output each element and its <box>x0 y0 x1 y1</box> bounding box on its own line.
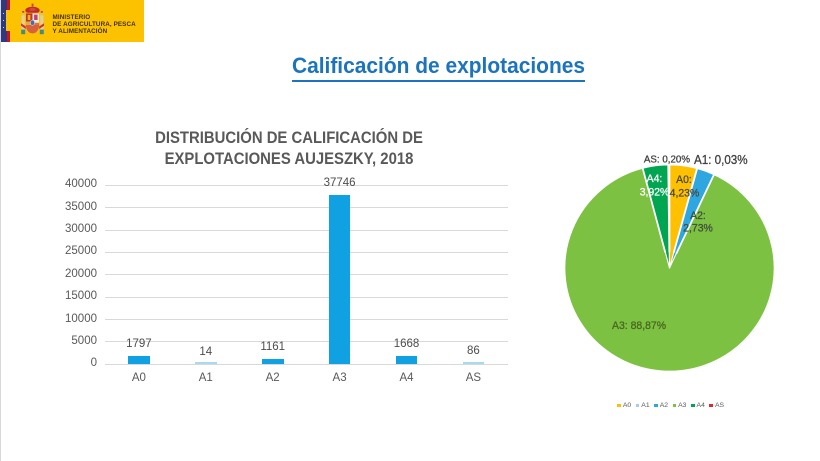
svg-text:A2:: A2: <box>690 210 706 222</box>
svg-text:A4:: A4: <box>647 173 663 185</box>
svg-text:AS: 0,20%: AS: 0,20% <box>644 154 690 165</box>
svg-text:4,23%: 4,23% <box>670 187 700 199</box>
svg-text:A1: 0,03%: A1: 0,03% <box>694 153 748 167</box>
svg-text:A3: 88,87%: A3: 88,87% <box>612 320 666 332</box>
svg-text:2,73%: 2,73% <box>683 222 713 234</box>
svg-text:A0:: A0: <box>676 174 692 186</box>
svg-text:3,92%: 3,92% <box>640 186 670 198</box>
